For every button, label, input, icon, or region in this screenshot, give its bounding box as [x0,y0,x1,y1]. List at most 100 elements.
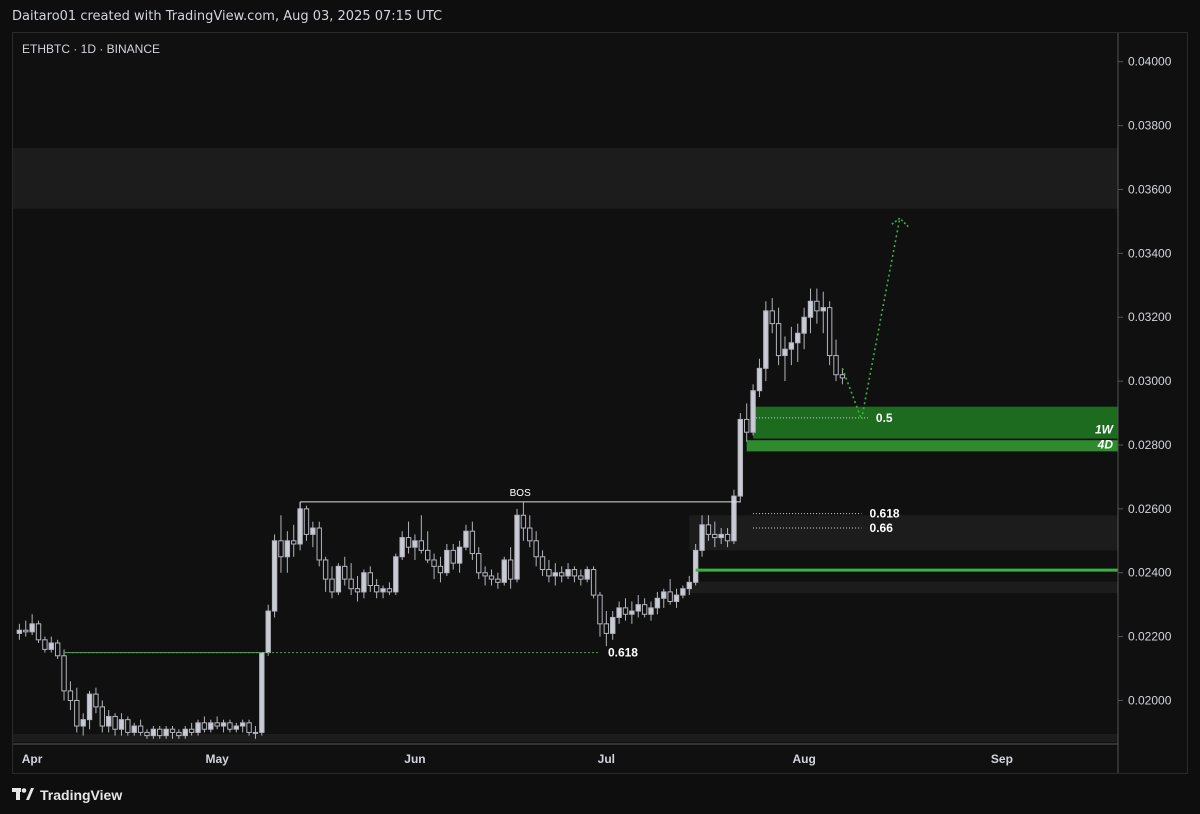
candle-body [252,731,259,734]
candle-body [361,572,367,593]
candle-body [208,722,214,730]
candle-body [692,549,699,583]
footer: TradingView [12,784,122,806]
candle-body [686,581,692,590]
support-zone-4d [746,440,1118,452]
candle-body [380,588,386,593]
candle-body [348,578,354,590]
candle-body [590,569,597,596]
candle-body [201,722,208,730]
zone-label-weekly: 1W [1095,423,1115,437]
candle-body [29,623,35,633]
candle-body [629,610,635,615]
candle-body [578,575,584,580]
candle-body [137,725,144,733]
candle-body [157,728,163,737]
candle-body [514,514,520,580]
candle-body [367,572,373,587]
price-tick-label: 0.02600 [1128,502,1172,516]
time-tick-label: Aug [792,752,815,766]
candle-body [539,556,546,571]
candle-body [469,530,476,555]
candle-body [233,725,240,730]
candle-body [67,690,74,701]
candle-body [163,728,169,737]
candle-body [118,719,125,730]
candle-body [501,559,507,583]
candle-body [150,728,157,737]
candle-body [558,572,565,577]
candle-body [782,348,788,357]
fib-level-label: 0.5 [876,411,893,425]
candle-body [329,578,335,593]
candle-body [731,495,737,542]
candle-body [603,623,610,634]
candle-body [654,597,661,609]
candle-body [342,565,348,580]
price-tick-label: 0.03000 [1128,374,1172,388]
candle-body [48,642,54,650]
time-tick-label: Jun [404,752,425,766]
candle-body [565,569,571,577]
candle-body [297,508,303,545]
candle-body [80,719,86,727]
candle-body [814,300,820,312]
candle-body [303,508,310,535]
candle-body [322,559,329,580]
candle-body [437,565,444,574]
candle-body [310,527,316,535]
candle-body [176,731,182,737]
time-tick-label: May [205,752,229,766]
candle-body [373,585,380,593]
candle-body [405,537,412,548]
candle-body [61,655,67,692]
candle-body [418,540,425,551]
candle-body [259,652,265,733]
candle-body [335,565,342,593]
price-tick-label: 0.02200 [1128,630,1172,644]
candle-body [763,310,769,369]
candle-body [801,316,807,334]
chart-header: Daitaro01 created with TradingView.com, … [0,0,1200,32]
projection-arrowhead [891,217,911,229]
candle-body [520,514,527,529]
price-tick-label: 0.04000 [1128,55,1172,69]
candle-body [705,524,712,535]
author-caption: Daitaro01 created with TradingView.com, … [12,9,443,24]
candle-body [144,731,150,737]
time-tick-label: Sep [991,752,1013,766]
candle-body [412,540,418,548]
candle-body [54,642,61,657]
candle-body [680,588,686,596]
symbol-info: ETHBTC · 1D · BINANCE [22,42,161,56]
fib-level-label: 0.66 [870,521,894,535]
candle-body [546,569,552,577]
candle-body [584,569,590,580]
candle-body [724,533,731,542]
candle-body [476,553,482,574]
candle-body [635,604,641,612]
grey-zone [689,581,1118,594]
grey-zone [13,734,1118,742]
candle-body [227,722,233,730]
candle-body [386,588,393,593]
candle-body [316,527,322,561]
candle-body [214,722,220,727]
candle-body [112,715,118,730]
candle-body [188,728,195,733]
grey-zone [689,515,1118,551]
fib-level-label: 0.618 [870,507,900,521]
price-tick-label: 0.03200 [1128,310,1172,324]
candle-body [507,559,514,580]
candle-body [35,623,42,641]
candle-body [482,572,488,577]
candle-body [425,549,431,561]
candle-body [265,610,271,654]
candle-body [450,549,456,564]
candle-body [278,540,284,558]
candle-body [463,530,469,548]
candle-body [699,524,705,551]
bos-label: BOS [510,488,531,499]
candle-body [125,719,131,733]
